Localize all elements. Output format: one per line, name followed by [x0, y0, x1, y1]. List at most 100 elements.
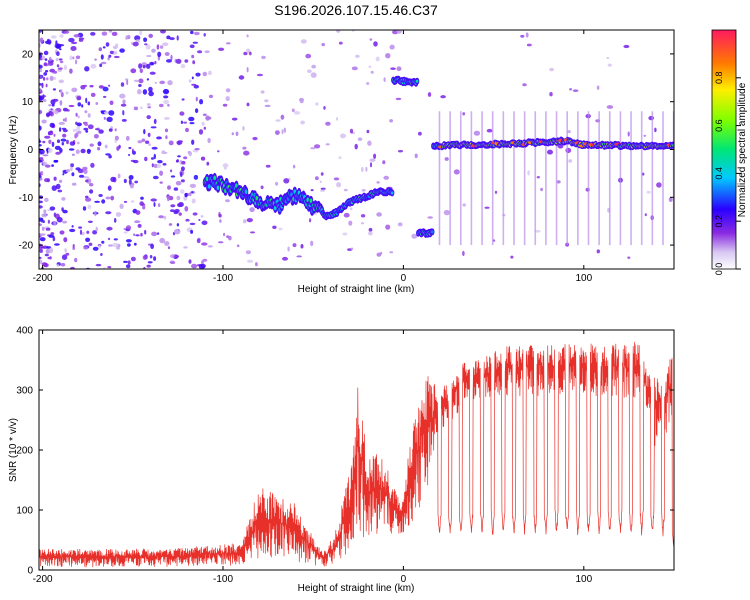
spectrogram-x-tick-label: -100: [213, 273, 233, 284]
heatmap-speckle: [385, 224, 391, 230]
heatmap-speckle: [536, 176, 540, 179]
heatmap-speckle: [128, 146, 132, 150]
heatmap-speckle: [338, 156, 342, 160]
heatmap-speckle: [176, 223, 180, 227]
heatmap-speckle: [225, 199, 230, 203]
heatmap-speckle: [195, 72, 201, 77]
colorbar-frame: [711, 29, 737, 270]
heatmap-speckle: [189, 44, 195, 49]
heatmap-speckle: [107, 185, 112, 191]
heatmap-speckle: [315, 176, 319, 181]
heatmap-speckle: [126, 264, 131, 269]
heatmap-speckle: [43, 62, 47, 67]
heatmap-speckle: [108, 54, 112, 58]
heatmap-speckle: [128, 179, 132, 185]
heatmap-speckle: [148, 91, 154, 97]
heatmap-speckle: [148, 33, 153, 39]
heatmap-speckle: [338, 41, 343, 45]
chart-title: S196.2026.107.15.46.C37: [274, 2, 438, 18]
heatmap-speckle: [138, 78, 144, 84]
colorbar-tick-label: 0.8: [714, 72, 724, 85]
heatmap-speckle: [202, 156, 206, 161]
heatmap-speckle: [357, 137, 363, 141]
heatmap-speckle: [53, 70, 58, 74]
heatmap-speckle: [50, 232, 55, 236]
heatmap-speckle: [189, 183, 197, 188]
heatmap-speckle: [596, 85, 600, 90]
heatmap-speckle: [462, 250, 465, 257]
heatmap-speckle: [343, 188, 348, 192]
heatmap-speckle: [283, 127, 286, 133]
heatmap-speckle: [361, 222, 364, 225]
heatmap-speckle: [261, 55, 266, 60]
heatmap-speckle: [414, 153, 418, 159]
heatmap-speckle: [122, 99, 126, 105]
heatmap-speckle: [41, 226, 45, 231]
heatmap-speckle: [141, 62, 148, 68]
heatmap-speckle: [151, 48, 156, 53]
heatmap-speckle: [144, 43, 148, 46]
heatmap-speckle: [201, 121, 205, 126]
heatmap-speckle: [351, 66, 358, 71]
heatmap-speckle: [147, 261, 153, 264]
heatmap-speckle: [668, 197, 673, 203]
heatmap-speckle: [130, 256, 136, 262]
heatmap-speckle: [368, 227, 373, 232]
heatmap-speckle: [107, 57, 110, 61]
heatmap-speckle: [310, 240, 314, 247]
heatmap-speckle: [97, 147, 101, 151]
heatmap-speckle: [170, 204, 176, 208]
heatmap-speckle: [49, 206, 56, 211]
heatmap-speckle: [89, 143, 94, 147]
heatmap-speckle: [39, 149, 45, 155]
heatmap-speckle: [367, 140, 372, 146]
heatmap-speckle: [184, 192, 188, 198]
heatmap-speckle: [126, 79, 129, 86]
heatmap-speckle: [142, 204, 146, 210]
heatmap-speckle: [292, 164, 296, 169]
heatmap-speckle: [82, 166, 88, 171]
heatmap-speckle: [43, 72, 48, 76]
heatmap-speckle: [42, 140, 46, 144]
heatmap-speckle: [260, 90, 265, 94]
heatmap-speckle: [55, 57, 59, 62]
heatmap-speckle: [39, 75, 43, 79]
heatmap-speckle: [114, 128, 117, 132]
colorbar-tick-label: 0.4: [714, 167, 724, 180]
heatmap-speckle: [70, 166, 73, 172]
heatmap-speckle: [202, 113, 207, 117]
heatmap-speckle: [115, 43, 119, 47]
heatmap-speckle: [59, 34, 64, 38]
heatmap-speckle: [218, 213, 222, 218]
heatmap-speckle: [188, 79, 192, 83]
heatmap-speckle: [156, 44, 160, 50]
heatmap-speckle: [41, 119, 47, 124]
heatmap-speckle: [90, 162, 95, 168]
heatmap-speckle: [167, 103, 170, 107]
heatmap-speckle: [654, 127, 657, 133]
heatmap-speckle: [79, 229, 83, 235]
heatmap-speckle: [203, 33, 206, 37]
heatmap-speckle: [226, 42, 231, 45]
heatmap-speckle: [90, 63, 97, 69]
heatmap-speckle: [319, 180, 322, 183]
heatmap-speckle: [173, 210, 179, 215]
heatmap-speckle: [151, 163, 154, 168]
heatmap-speckle: [88, 242, 93, 246]
heatmap-speckle: [149, 71, 156, 75]
heatmap-speckle: [246, 34, 249, 38]
heatmap-speckle: [309, 218, 312, 223]
heatmap-speckle: [292, 243, 297, 248]
heatmap-speckle: [526, 43, 532, 47]
heatmap-speckle: [85, 237, 91, 242]
heatmap-speckle: [39, 140, 42, 143]
heatmap-speckle: [157, 160, 163, 164]
heatmap-speckle: [175, 58, 182, 64]
heatmap-speckle: [110, 176, 116, 182]
heatmap-speckle: [246, 102, 250, 107]
heatmap-speckle: [45, 70, 49, 73]
heatmap-speckle: [193, 31, 200, 36]
heatmap-speckle: [63, 237, 68, 243]
heatmap-speckle: [107, 266, 112, 269]
heatmap-speckle: [164, 128, 169, 133]
